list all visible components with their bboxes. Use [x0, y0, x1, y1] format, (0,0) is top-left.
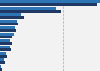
Bar	[0, 58, 4, 61]
Bar	[0, 48, 11, 51]
Bar	[0, 42, 12, 45]
Bar	[0, 23, 18, 25]
Bar	[0, 10, 61, 13]
Bar	[0, 65, 1, 68]
Bar	[0, 16, 24, 19]
Bar	[0, 7, 56, 10]
Bar	[0, 0, 100, 3]
Bar	[0, 68, 2, 71]
Bar	[0, 33, 14, 36]
Bar	[0, 3, 96, 6]
Bar	[0, 26, 15, 29]
Bar	[0, 55, 7, 58]
Bar	[0, 61, 4, 64]
Bar	[0, 52, 6, 55]
Bar	[0, 20, 17, 23]
Bar	[0, 36, 12, 38]
Bar	[0, 46, 10, 48]
Bar	[0, 29, 16, 32]
Bar	[0, 13, 21, 16]
Bar	[0, 39, 10, 42]
